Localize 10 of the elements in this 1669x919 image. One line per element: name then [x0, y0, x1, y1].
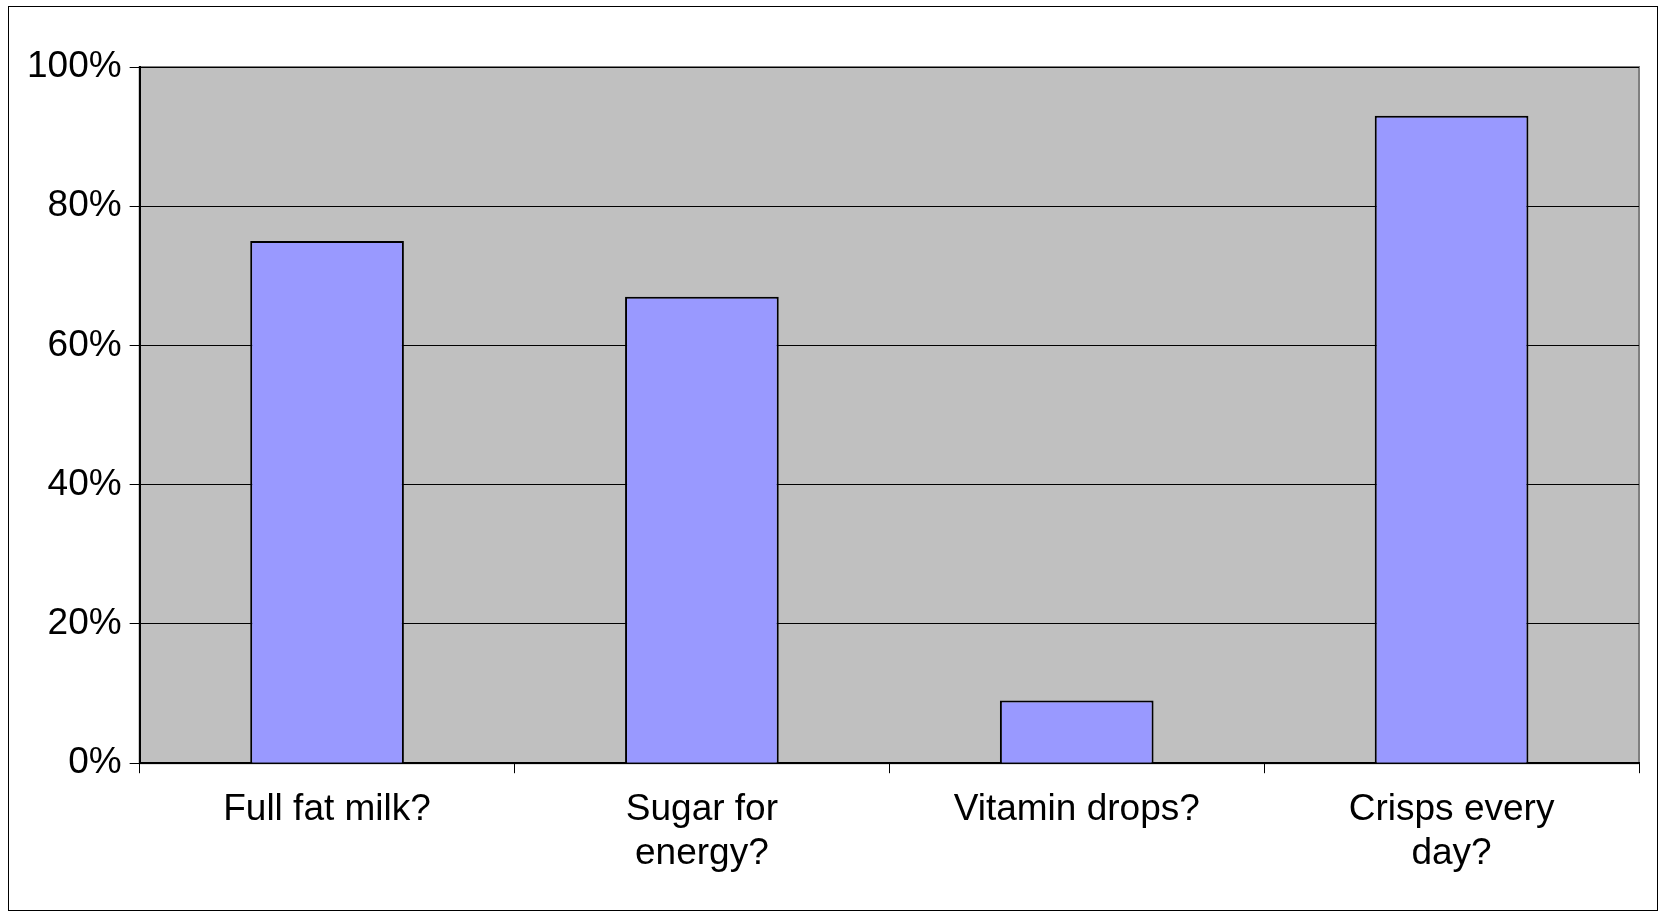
x-tick-label: Crisps every day?	[1348, 786, 1555, 872]
x-tick-label: Sugar for energy?	[625, 786, 778, 872]
y-tick-label: 100%	[26, 44, 122, 86]
x-tick-label: Full fat milk?	[223, 786, 431, 828]
y-tick-label: 40%	[47, 461, 122, 503]
y-tick-label: 80%	[47, 183, 122, 225]
y-tick-label: 20%	[47, 601, 122, 643]
x-tick-label: Vitamin drops?	[953, 786, 1200, 828]
y-tick-label: 60%	[47, 322, 122, 364]
y-tick-label: 0%	[68, 740, 122, 782]
